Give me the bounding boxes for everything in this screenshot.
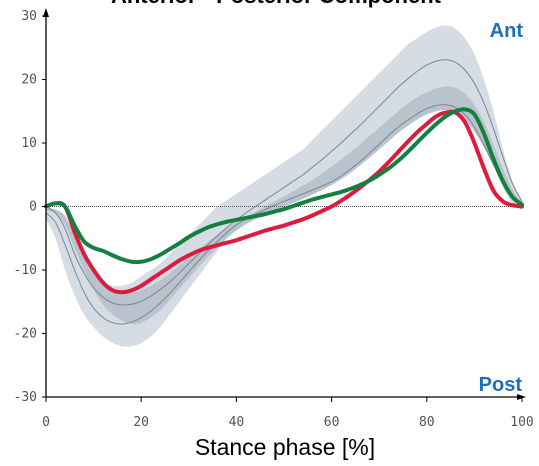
annotation-ant: Ant: [490, 20, 524, 42]
x-tick-label: 80: [419, 415, 435, 430]
y-tick-label: 10: [21, 136, 37, 151]
x-tick-label: 100: [510, 415, 533, 430]
series-line-0: [45, 104, 523, 325]
x-ticks: 0 20 40 60 80 100: [42, 397, 534, 430]
confidence-bands: [46, 25, 522, 347]
y-ticks: -30 -20 -10 0 10 20 30: [14, 9, 46, 405]
x-axis-title: Stance phase [%]: [195, 434, 375, 460]
band-1: [46, 86, 522, 325]
x-tick-label: 40: [229, 415, 245, 430]
y-tick-label: 0: [29, 200, 37, 215]
y-tick-label: 30: [21, 9, 37, 24]
annotation-post: Post: [479, 374, 523, 396]
series-lines: [44, 59, 524, 325]
chart-title: Anterior - Posterior Component: [111, 0, 442, 8]
x-tick-label: 60: [324, 415, 340, 430]
y-tick-label: -10: [14, 263, 37, 278]
y-tick-label: -30: [14, 390, 37, 405]
series-line-2: [44, 109, 524, 295]
band-0: [46, 25, 522, 347]
series-line-1: [45, 59, 523, 306]
y-axis-arrow-icon: [43, 8, 49, 17]
series-line-3: [44, 107, 524, 265]
x-tick-label: 20: [133, 415, 149, 430]
x-tick-label: 0: [42, 415, 50, 430]
y-tick-label: -20: [14, 327, 37, 342]
y-tick-label: 20: [21, 73, 37, 88]
